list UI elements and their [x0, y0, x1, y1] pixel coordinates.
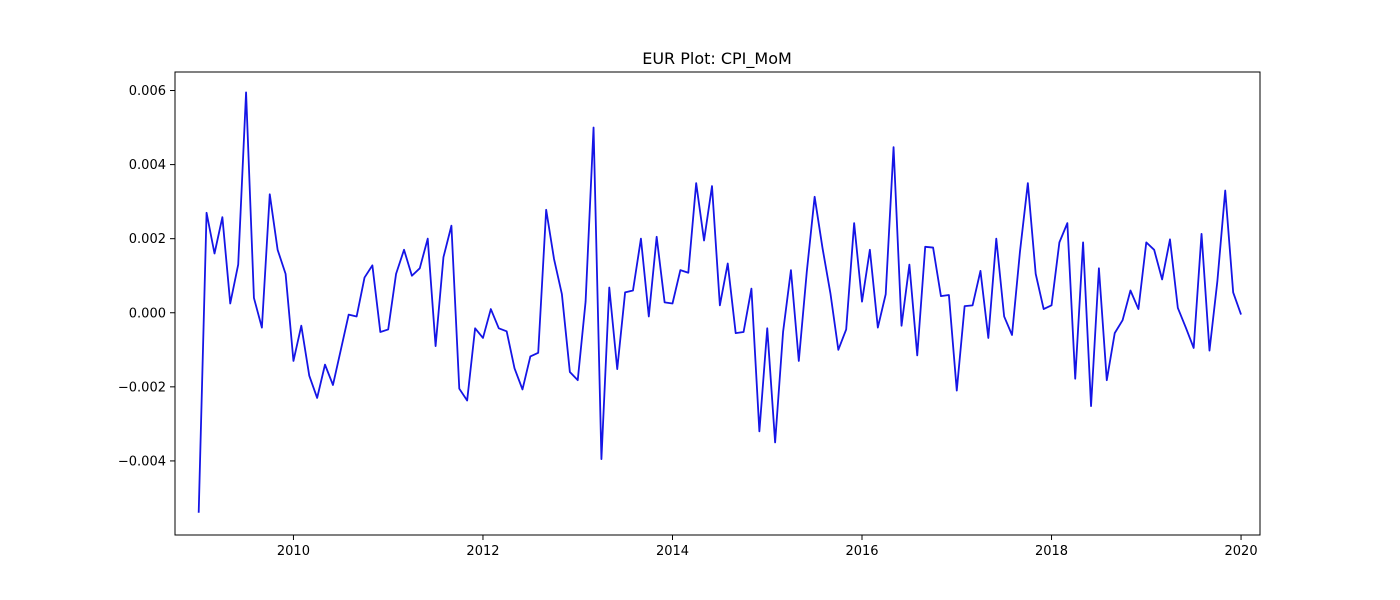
x-tick-label: 2010: [277, 544, 310, 559]
x-tick-label: 2020: [1225, 544, 1258, 559]
series-line-0: [197, 91, 1242, 513]
chart-title: EUR Plot: CPI_MoM: [642, 49, 792, 69]
y-tick-label: −0.004: [118, 454, 166, 469]
y-tick-label: 0.006: [129, 84, 166, 99]
x-tick-label: 2012: [466, 544, 499, 559]
x-axis: 2010 2012 2014 2016 2018 2020: [277, 535, 1258, 559]
x-tick-label: 2018: [1035, 544, 1068, 559]
y-tick-label: 0.000: [129, 306, 166, 321]
plot-frame: [174, 71, 1261, 536]
y-tick-label: −0.002: [118, 380, 166, 395]
y-tick-label: 0.002: [129, 232, 166, 247]
y-axis: −0.004 −0.002 0.000 0.002 0.004 0.006: [118, 84, 175, 469]
y-tick-label: 0.004: [129, 158, 166, 173]
x-tick-label: 2016: [845, 544, 878, 559]
plot-area: [197, 91, 1242, 513]
x-tick-label: 2014: [656, 544, 689, 559]
